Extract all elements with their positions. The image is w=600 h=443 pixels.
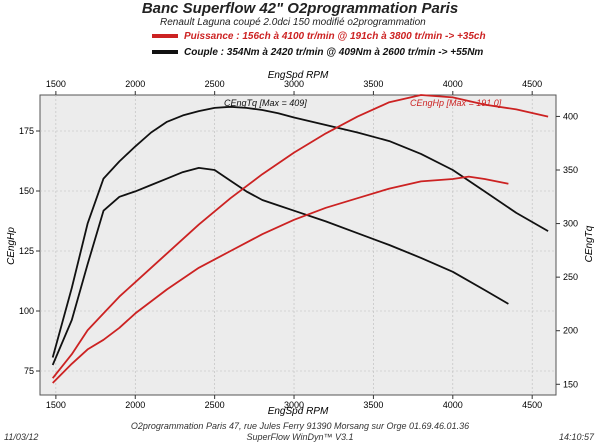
series-line-3: [52, 175, 509, 384]
y-right-tick-label: 350: [563, 165, 578, 175]
x-tick-label: 3000: [284, 400, 304, 410]
series-line-1: [51, 166, 509, 366]
max-torque-annotation: CEngTq [Max = 409]: [224, 98, 307, 108]
plot-area: [39, 94, 557, 396]
x-tick-label-top: 3000: [284, 79, 304, 89]
x-tick-label: 1500: [46, 400, 66, 410]
x-tick-label: 2000: [125, 400, 145, 410]
y-left-tick-label: 100: [19, 306, 34, 316]
y-left-tick-label: 175: [19, 126, 34, 136]
x-tick-label: 4000: [443, 400, 463, 410]
chart-subtitle: Renault Laguna coupé 2.0dci 150 modifié …: [160, 17, 426, 28]
footer-company: O2programmation Paris 47, rue Jules Ferr…: [130, 421, 470, 431]
y-left-tick-label: 75: [24, 366, 34, 376]
y-right-tick-label: 400: [563, 111, 578, 121]
footer-software: SuperFlow WinDyn™ V3.1: [246, 432, 354, 442]
chart-title: Banc Superflow 42" O2programmation Paris: [141, 0, 459, 17]
x-axis-label-top: EngSpd RPM: [268, 70, 329, 81]
x-tick-label-top: 1500: [46, 79, 66, 89]
y-right-tick-label: 250: [563, 272, 578, 282]
max-power-annotation: CEngHp [Max = 191.0]: [410, 98, 502, 108]
legend-torque-label: Couple : 354Nm à 2420 tr/min @ 409Nm à 2…: [184, 47, 484, 58]
y-left-tick-label: 125: [19, 246, 34, 256]
x-tick-label: 4500: [522, 400, 542, 410]
x-tick-label-top: 4500: [522, 79, 542, 89]
x-axis-label-bottom: EngSpd RPM: [268, 406, 329, 417]
y-right-tick-label: 150: [563, 379, 578, 389]
y-axis-label-left: CEngHp: [6, 227, 17, 265]
legend-power: Puissance : 156ch à 4100 tr/min @ 191ch …: [152, 31, 486, 42]
x-tick-label: 3500: [363, 400, 383, 410]
series-line-0: [51, 105, 549, 358]
x-tick-label-top: 2000: [125, 79, 145, 89]
footer-date: 11/03/12: [4, 432, 39, 442]
y-right-tick-label: 200: [563, 326, 578, 336]
x-tick-label-top: 2500: [205, 79, 225, 89]
x-tick-label-top: 3500: [363, 79, 383, 89]
legend-torque-swatch: [152, 50, 178, 55]
legend-torque: Couple : 354Nm à 2420 tr/min @ 409Nm à 2…: [152, 47, 483, 58]
footer-time: 14:10:57: [558, 432, 594, 442]
legend-power-swatch: [152, 34, 178, 39]
x-tick-label-top: 4000: [443, 79, 463, 89]
legend-power-label: Puissance : 156ch à 4100 tr/min @ 191ch …: [184, 31, 486, 42]
series-line-2: [51, 94, 549, 379]
y-right-tick-label: 300: [563, 219, 578, 229]
x-tick-label: 2500: [205, 400, 225, 410]
y-axis-label-right: CEngTq: [584, 225, 595, 262]
y-left-tick-label: 150: [19, 186, 34, 196]
